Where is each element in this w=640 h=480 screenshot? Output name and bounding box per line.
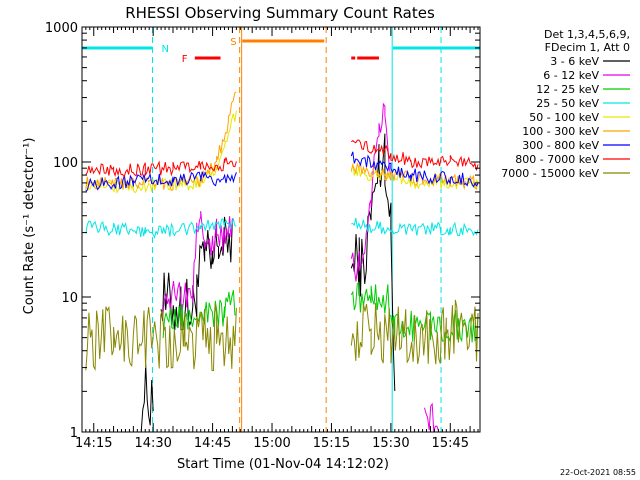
axes-layer: 1 10 100 1000 14:15 14:30 14:45 15:00 15:15 15:30… (45, 21, 481, 451)
series-layer (85, 91, 479, 432)
legend-title-line: FDecim 1, Att 0 (545, 41, 630, 54)
y-tick-label: 1 (70, 426, 78, 441)
series-line (350, 162, 479, 191)
legend-entry-label: 300 - 800 keV (522, 139, 599, 152)
y-tick-label: 100 (53, 156, 78, 171)
legend: Det 1,3,4,5,6,9,FDecim 1, Att 03 - 6 keV… (501, 28, 630, 180)
flag-f-label: F (182, 54, 188, 65)
series-line (162, 289, 237, 339)
chart-title: RHESSI Observing Summary Count Rates (125, 4, 435, 22)
y-axis-label: Count Rate (s⁻¹ detector⁻¹) (22, 138, 37, 315)
series-line (351, 139, 479, 171)
flag-s-label: S (230, 37, 236, 48)
series-line (85, 171, 237, 192)
legend-entry-label: 25 - 50 keV (536, 97, 599, 110)
legend-entry-label: 12 - 25 keV (536, 83, 599, 96)
series-line (350, 281, 479, 343)
legend-entry-label: 6 - 12 keV (543, 69, 599, 82)
series-line (350, 133, 396, 392)
series-group (85, 151, 479, 192)
series-line (351, 217, 479, 237)
series-line (350, 102, 392, 282)
y-tick-label: 1000 (45, 21, 78, 36)
series-line (85, 217, 237, 239)
footer-timestamp: 22-Oct-2021 08:55 (560, 468, 636, 477)
series-line (350, 299, 479, 365)
x-tick-label: 14:30 (134, 436, 171, 451)
series-line (162, 211, 233, 313)
series-line (140, 364, 154, 431)
series-line (350, 151, 479, 188)
x-tick-label: 15:45 (432, 436, 469, 451)
series-group (162, 281, 479, 343)
flag-n-label: N (162, 44, 169, 55)
markers-layer (152, 27, 442, 432)
series-group (85, 299, 479, 372)
plot-frame (81, 26, 481, 433)
x-tick-label: 15:15 (313, 436, 350, 451)
legend-title-line: Det 1,3,4,5,6,9, (544, 28, 630, 41)
flags-layer: N F S (82, 37, 480, 65)
x-tick-label: 14:15 (75, 436, 112, 451)
series-line (350, 163, 479, 190)
series-line (85, 157, 237, 179)
series-line (424, 402, 439, 432)
x-tick-label: 15:00 (253, 436, 290, 451)
legend-entry-label: 50 - 100 keV (529, 111, 599, 124)
series-line (85, 304, 237, 372)
legend-entry-label: 100 - 300 keV (522, 125, 599, 138)
series-group (85, 139, 479, 179)
y-tick-label: 10 (61, 291, 78, 306)
series-group (85, 217, 479, 239)
series-group (162, 102, 439, 432)
legend-entry-label: 800 - 7000 keV (515, 153, 599, 166)
x-tick-label: 15:30 (372, 436, 409, 451)
x-axis-label: Start Time (01-Nov-04 14:12:02) (177, 457, 389, 472)
legend-entry-label: 3 - 6 keV (550, 55, 599, 68)
x-tick-label: 14:45 (194, 436, 231, 451)
legend-entry-label: 7000 - 15000 keV (501, 167, 599, 180)
